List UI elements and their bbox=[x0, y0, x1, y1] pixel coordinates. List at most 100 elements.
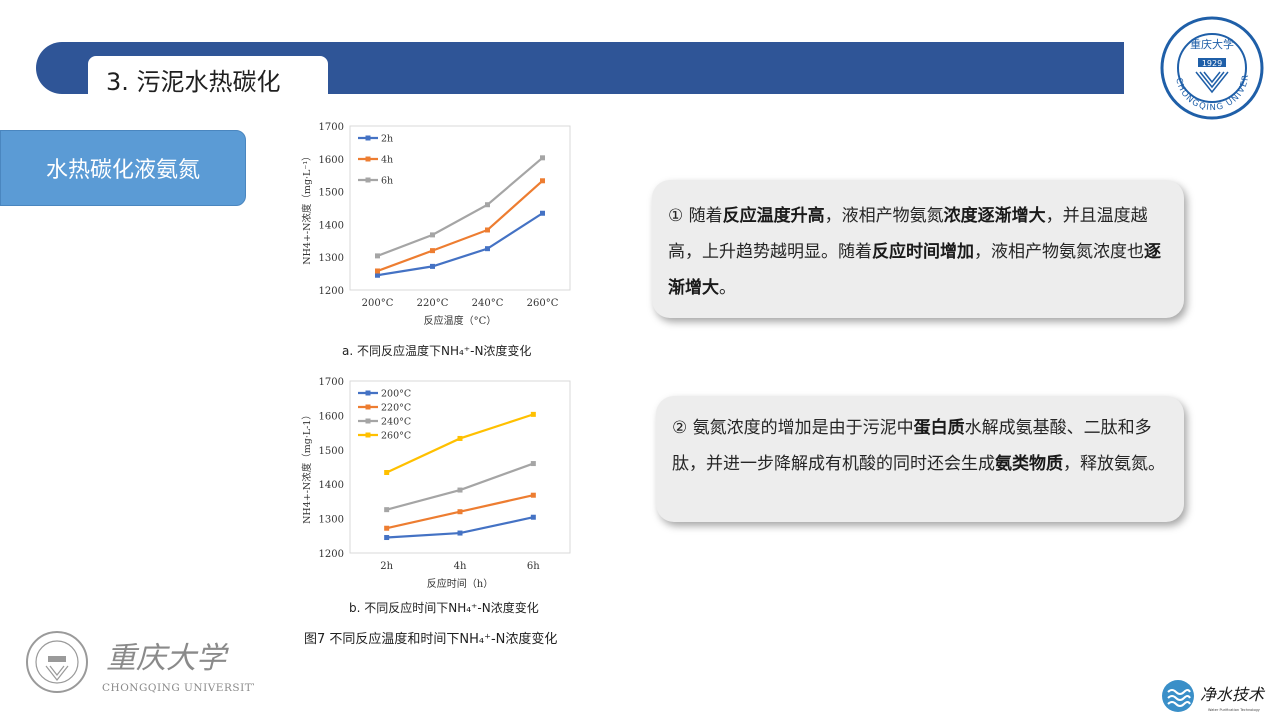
data-point bbox=[457, 509, 463, 515]
data-point bbox=[384, 470, 390, 476]
card-text: ② 氨氮浓度的增加是由于污泥中 bbox=[672, 418, 914, 438]
series-line bbox=[377, 156, 544, 257]
explanation-card-2: ② 氨氮浓度的增加是由于污泥中蛋白质水解成氨基酸、二肽和多肽，并进一步降解成有机… bbox=[656, 396, 1184, 522]
page-title: 3. 污泥水热碳化 bbox=[106, 68, 281, 96]
data-point bbox=[530, 411, 536, 417]
legend-label: 240°C bbox=[381, 417, 411, 428]
data-point bbox=[530, 492, 536, 498]
emphasis-text: 浓度逐渐增大 bbox=[943, 206, 1046, 226]
y-tick-label: 1600 bbox=[319, 155, 344, 166]
legend-marker bbox=[365, 135, 371, 141]
data-point bbox=[457, 530, 463, 536]
data-point bbox=[457, 435, 463, 441]
legend-marker bbox=[365, 432, 371, 438]
y-tick-label: 1700 bbox=[319, 377, 344, 388]
x-tick-label: 200°C bbox=[362, 298, 394, 309]
data-point bbox=[457, 487, 463, 493]
card-text: 水解成氨基酸、二肽和多肽，并进一步降解成有机酸的同时还会生成 bbox=[672, 418, 1152, 474]
data-point bbox=[540, 210, 545, 216]
legend-marker bbox=[365, 156, 371, 162]
brand-sub-text: Water Purification Technology bbox=[1208, 708, 1260, 712]
plot-area bbox=[349, 125, 571, 291]
chart-b-caption: b. 不同反应时间下NH₄⁺-N浓度变化 bbox=[349, 601, 539, 615]
data-point bbox=[384, 535, 390, 541]
footer-cn-text: 重庆大学 bbox=[106, 641, 229, 676]
figure-caption: 图7 不同反应温度和时间下NH₄⁺-N浓度变化 bbox=[304, 632, 558, 647]
university-seal-logo: CHONGQING UNIVERSITY 重庆大学 1929 bbox=[1160, 16, 1264, 120]
legend-label: 260°C bbox=[381, 431, 411, 442]
legend-marker bbox=[365, 390, 371, 396]
brand-logo: 净水技术 Water Purification Technology bbox=[1162, 680, 1266, 712]
y-tick-label: 1200 bbox=[319, 549, 344, 560]
legend-marker bbox=[365, 418, 371, 424]
y-tick-label: 1200 bbox=[319, 286, 344, 297]
brand-cn-text: 净水技术 bbox=[1200, 685, 1266, 704]
emphasis-text: 反应温度升高 bbox=[722, 206, 825, 226]
data-point bbox=[384, 525, 390, 531]
card-text: ，释放氨氮。 bbox=[1063, 454, 1165, 474]
legend-label: 4h bbox=[381, 155, 393, 166]
legend-label: 2h bbox=[381, 134, 393, 145]
footer-en-text: CHONGQING UNIVERSITY bbox=[102, 682, 254, 694]
emphasis-text: 反应时间增加 bbox=[872, 242, 974, 262]
data-point bbox=[530, 514, 536, 520]
plot-area bbox=[349, 380, 571, 554]
data-point bbox=[530, 461, 536, 467]
card-text: ，并且温度越高，上升趋势越明显。随着 bbox=[668, 206, 1148, 262]
y-tick-label: 1400 bbox=[319, 480, 344, 491]
card-text: ，液相产物氨氮 bbox=[824, 206, 944, 226]
data-point bbox=[430, 248, 435, 254]
legend-label: 200°C bbox=[381, 389, 411, 400]
legend-marker bbox=[365, 177, 371, 183]
x-tick-label: 260°C bbox=[527, 298, 559, 309]
data-point bbox=[430, 263, 435, 269]
chart-a-svg: 1700 1600 1500 1400 1300 1200 200°C 220°C 240°C 2… bbox=[301, 122, 571, 327]
x-tick-label: 220°C bbox=[417, 298, 449, 309]
data-point bbox=[485, 246, 490, 252]
explanation-card-1: ① 随着反应温度升高，液相产物氨氮浓度逐渐增大，并且温度越高，上升趋势越明显。随… bbox=[652, 180, 1184, 318]
data-point bbox=[540, 155, 545, 161]
data-point bbox=[375, 272, 380, 278]
x-tick-label: 4h bbox=[454, 561, 467, 572]
data-point bbox=[540, 178, 545, 184]
chart-b: 1700 1600 1500 1400 1300 1200 2h 4h 6h 反应时间（h） NH4… bbox=[296, 368, 586, 596]
x-tick-label: 6h bbox=[527, 561, 540, 572]
section-tag: 水热碳化液氨氮 bbox=[0, 130, 246, 206]
chart-a: 1700 1600 1500 1400 1300 1200 200°C 220°C 240°C 2… bbox=[296, 112, 586, 338]
y-tick-label: 1300 bbox=[319, 515, 344, 526]
data-point bbox=[485, 202, 490, 208]
card-text: ，液相产物氨氮浓度也 bbox=[974, 242, 1144, 262]
data-point bbox=[375, 253, 380, 259]
series-line bbox=[377, 179, 544, 273]
card-text: ① 随着 bbox=[668, 206, 723, 226]
y-tick-label: 1600 bbox=[319, 411, 344, 422]
x-tick-label: 2h bbox=[380, 561, 393, 572]
title-tab bbox=[88, 56, 328, 100]
y-tick-label: 1300 bbox=[319, 253, 344, 264]
data-point bbox=[485, 227, 490, 233]
chart-b-svg: 1700 1600 1500 1400 1300 1200 2h 4h 6h 反应时间（h） NH4… bbox=[301, 377, 571, 590]
emphasis-text: 蛋白质 bbox=[913, 418, 965, 438]
data-point bbox=[375, 268, 380, 274]
y-tick-label: 1500 bbox=[319, 446, 344, 457]
card-text: 。 bbox=[719, 278, 736, 298]
x-axis-label: 反应时间（h） bbox=[427, 577, 493, 590]
series-line bbox=[377, 212, 544, 277]
legend-label: 220°C bbox=[381, 403, 411, 414]
x-axis-label: 反应温度（°C） bbox=[424, 314, 497, 327]
seal-year: 1929 bbox=[1202, 59, 1222, 68]
y-axis-label: NH4+-N浓度（mg·L-1） bbox=[301, 410, 313, 524]
y-tick-label: 1500 bbox=[319, 188, 344, 199]
y-axis-label: NH4+-N浓度（mg·L⁻¹） bbox=[301, 151, 313, 264]
legend-label: 6h bbox=[381, 176, 393, 187]
y-tick-label: 1400 bbox=[319, 220, 344, 231]
legend-marker bbox=[365, 404, 371, 410]
chart-a-caption: a. 不同反应温度下NH₄⁺-N浓度变化 bbox=[342, 344, 532, 358]
emphasis-text: 逐渐增大 bbox=[668, 242, 1161, 298]
data-point bbox=[384, 507, 390, 513]
x-tick-label: 240°C bbox=[472, 298, 504, 309]
footer-university-logo: 重庆大学 CHONGQING UNIVERSITY bbox=[26, 631, 254, 694]
emphasis-text: 氨类物质 bbox=[995, 454, 1063, 474]
data-point bbox=[430, 232, 435, 238]
y-tick-label: 1700 bbox=[319, 122, 344, 133]
